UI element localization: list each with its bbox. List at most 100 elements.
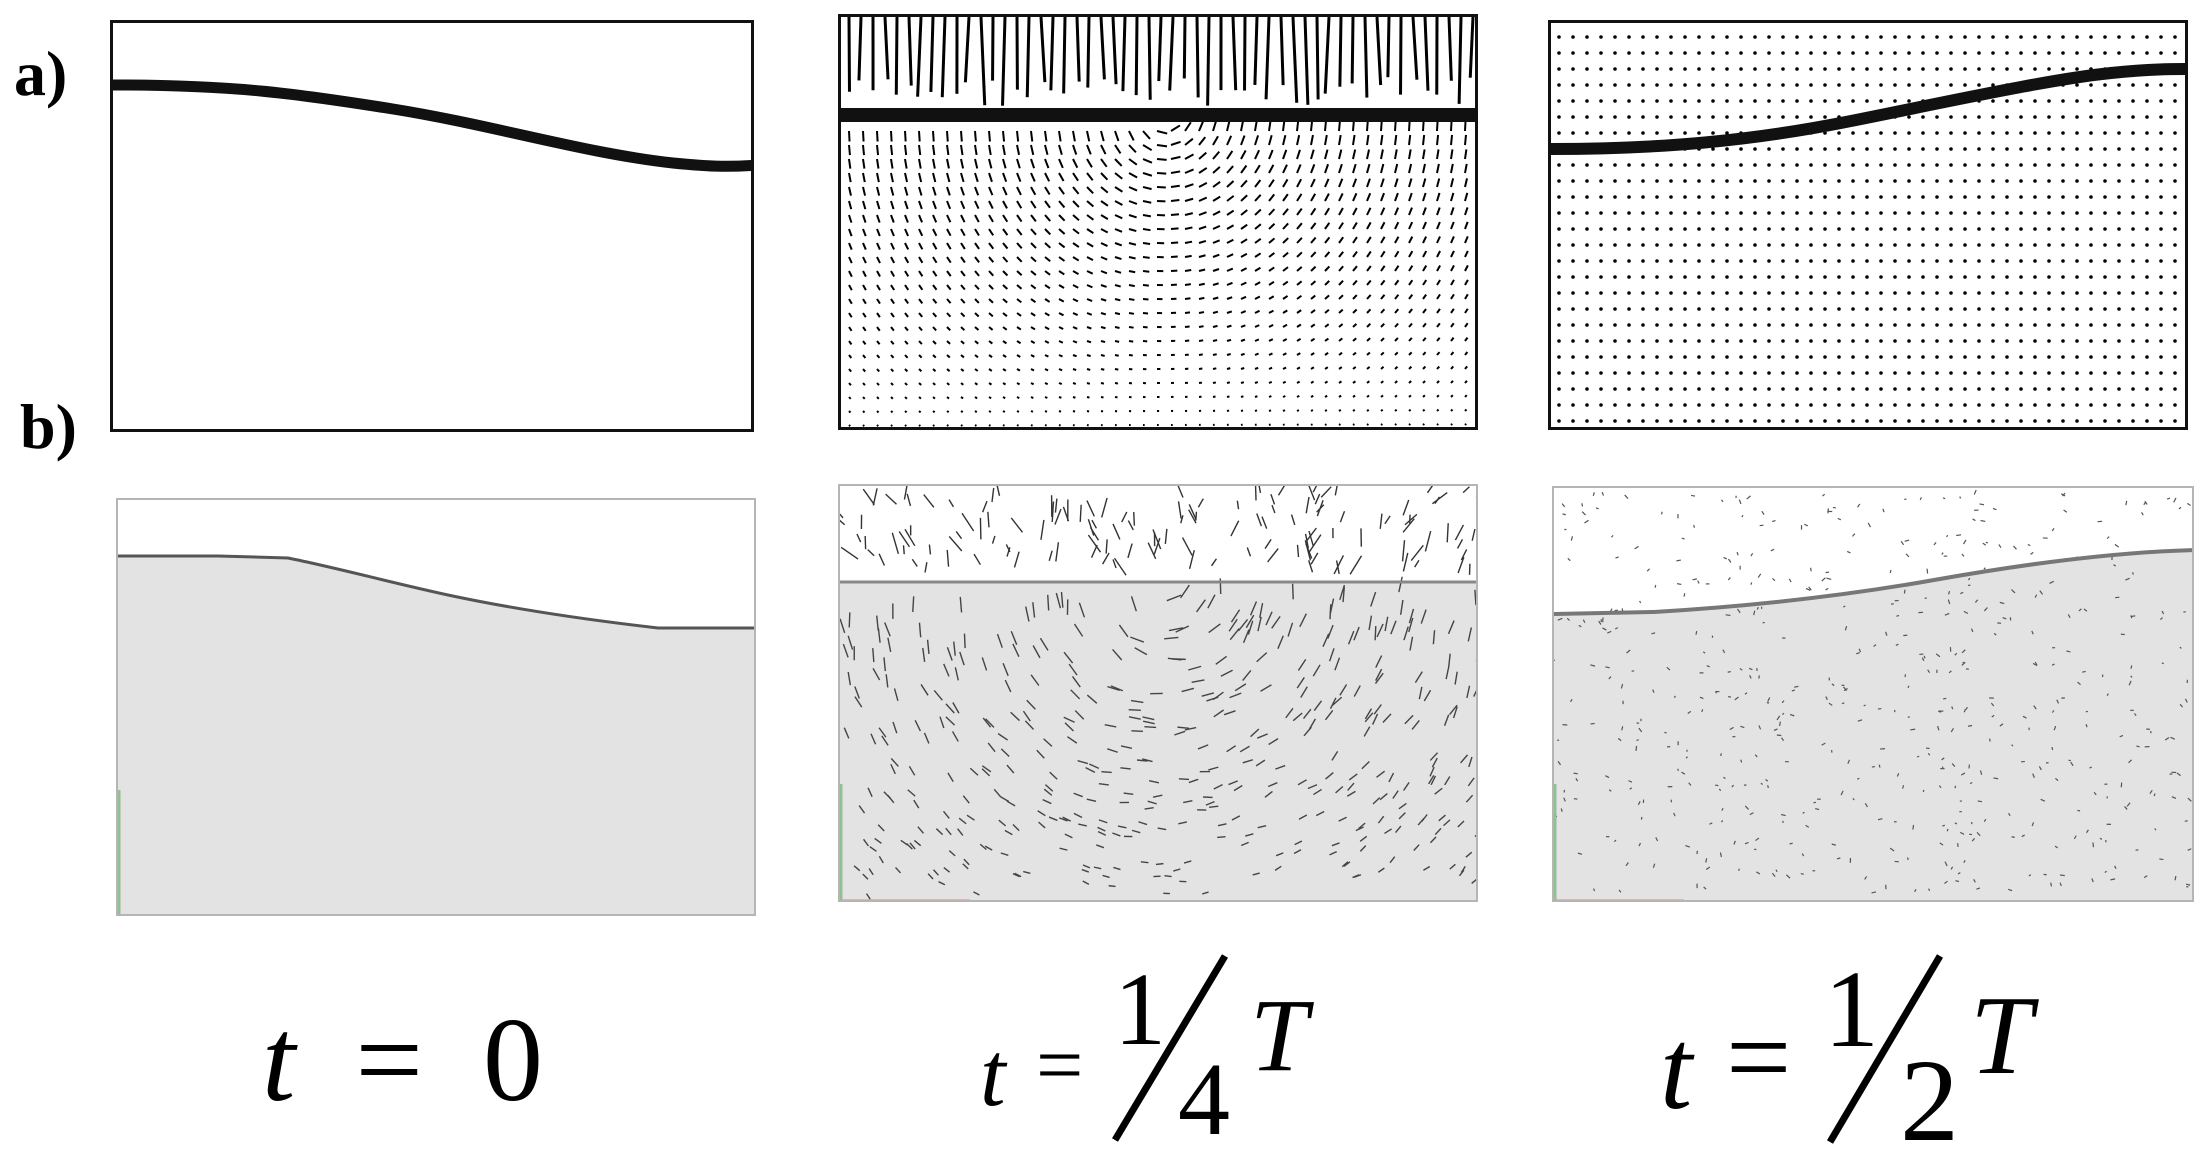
velocity-dot (1907, 147, 1911, 151)
velocity-dot (2145, 371, 2149, 375)
velocity-arrow (1754, 754, 1758, 758)
velocity-dot (2089, 51, 2093, 55)
velocity-arrow (918, 396, 922, 400)
velocity-arrow (1408, 365, 1413, 370)
velocity-arrow (1044, 326, 1050, 331)
velocity-dot (1865, 131, 1869, 135)
velocity-arrow (2085, 829, 2089, 834)
velocity-arrow (1058, 340, 1064, 344)
velocity-arrow (1417, 818, 1425, 826)
velocity-dot (1641, 275, 1645, 279)
velocity-arrow (1212, 135, 1219, 146)
velocity-dot (2005, 115, 2009, 119)
velocity-dot (1977, 307, 1981, 311)
velocity-dot (2019, 307, 2023, 311)
velocity-arrow (1212, 310, 1219, 314)
velocity-dot (1725, 147, 1729, 151)
velocity-dot (1767, 259, 1771, 263)
velocity-arrow (960, 228, 966, 237)
velocity-dot (1991, 307, 1995, 311)
velocity-dot (1893, 83, 1897, 87)
velocity-dot (2103, 355, 2107, 359)
velocity-arrow (1128, 312, 1135, 315)
velocity-arrow (1826, 577, 1832, 581)
velocity-dot (1711, 419, 1715, 423)
velocity-arrow (946, 228, 952, 237)
velocity-dot (2103, 211, 2107, 215)
velocity-arrow (1338, 816, 1347, 822)
velocity-arrow (1951, 763, 1956, 767)
velocity-arrow (1072, 144, 1078, 155)
velocity-arrow (1058, 172, 1065, 182)
velocity-arrow (1857, 777, 1860, 780)
velocity-arrow (1198, 254, 1206, 258)
velocity-arrow (932, 354, 937, 359)
velocity-arrow (1436, 365, 1441, 370)
velocity-dot (1963, 307, 1967, 311)
velocity-dot (1585, 115, 1589, 119)
velocity-arrow (1016, 144, 1021, 156)
velocity-dot (1879, 371, 1883, 375)
velocity-arrow (1197, 744, 1209, 750)
velocity-arrow (848, 340, 853, 346)
velocity-arrow (1030, 326, 1036, 331)
velocity-dot (2075, 179, 2079, 183)
velocity-dot (1795, 35, 1799, 39)
velocity-dot (2159, 419, 2163, 423)
velocity-arrow (1310, 251, 1317, 258)
velocity-arrow (1693, 524, 1695, 528)
velocity-dot (2145, 51, 2149, 55)
velocity-arrow (1324, 323, 1330, 328)
velocity-arrow (862, 158, 866, 169)
velocity-dot (2033, 243, 2037, 247)
velocity-arrow (1353, 626, 1360, 641)
velocity-arrow (1380, 366, 1385, 370)
velocity-arrow (1188, 778, 1199, 784)
velocity-dot (1795, 67, 1799, 71)
velocity-dot (1697, 339, 1701, 343)
velocity-dot (1781, 371, 1785, 375)
velocity-arrow (1314, 493, 1321, 505)
velocity-arrow (1339, 511, 1346, 523)
velocity-arrow (1058, 396, 1062, 399)
velocity-dot (1725, 291, 1729, 295)
velocity-dot (2159, 403, 2163, 407)
velocity-dot (1865, 259, 1869, 263)
velocity-dot (2061, 211, 2065, 215)
velocity-dot (1837, 403, 1841, 407)
velocity-arrow (894, 17, 899, 95)
velocity-arrow (1058, 228, 1066, 235)
velocity-arrow (1449, 704, 1458, 716)
velocity-dot (1753, 227, 1757, 231)
velocity-arrow (1324, 120, 1328, 132)
velocity-dot (2019, 211, 2023, 215)
velocity-arrow (1144, 725, 1157, 729)
velocity-arrow (1431, 757, 1438, 768)
velocity-arrow (847, 635, 854, 650)
velocity-arrow (862, 326, 867, 332)
velocity-dot (2005, 259, 2009, 263)
velocity-arrow (1380, 207, 1386, 216)
velocity-arrow (1965, 706, 1968, 710)
velocity-arrow (1062, 816, 1071, 822)
velocity-dot (1781, 35, 1785, 39)
velocity-arrow (1004, 829, 1013, 836)
velocity-arrow (1422, 322, 1427, 328)
velocity-dot (2033, 211, 2037, 215)
velocity-arrow (1758, 725, 1762, 730)
velocity-arrow (1366, 265, 1372, 272)
velocity-arrow (904, 200, 909, 210)
velocity-arrow (2099, 837, 2103, 840)
velocity-arrow (1254, 120, 1258, 132)
velocity-arrow (1410, 544, 1424, 562)
velocity-dot (2159, 115, 2163, 119)
velocity-arrow (1072, 242, 1080, 248)
velocity-dot (2089, 259, 2093, 263)
velocity-arrow (1044, 186, 1051, 196)
velocity-arrow (1725, 614, 1731, 617)
velocity-arrow (1408, 250, 1414, 258)
velocity-arrow (1352, 250, 1358, 258)
velocity-arrow (969, 767, 979, 776)
velocity-arrow (1464, 250, 1469, 258)
velocity-arrow (1100, 242, 1108, 247)
